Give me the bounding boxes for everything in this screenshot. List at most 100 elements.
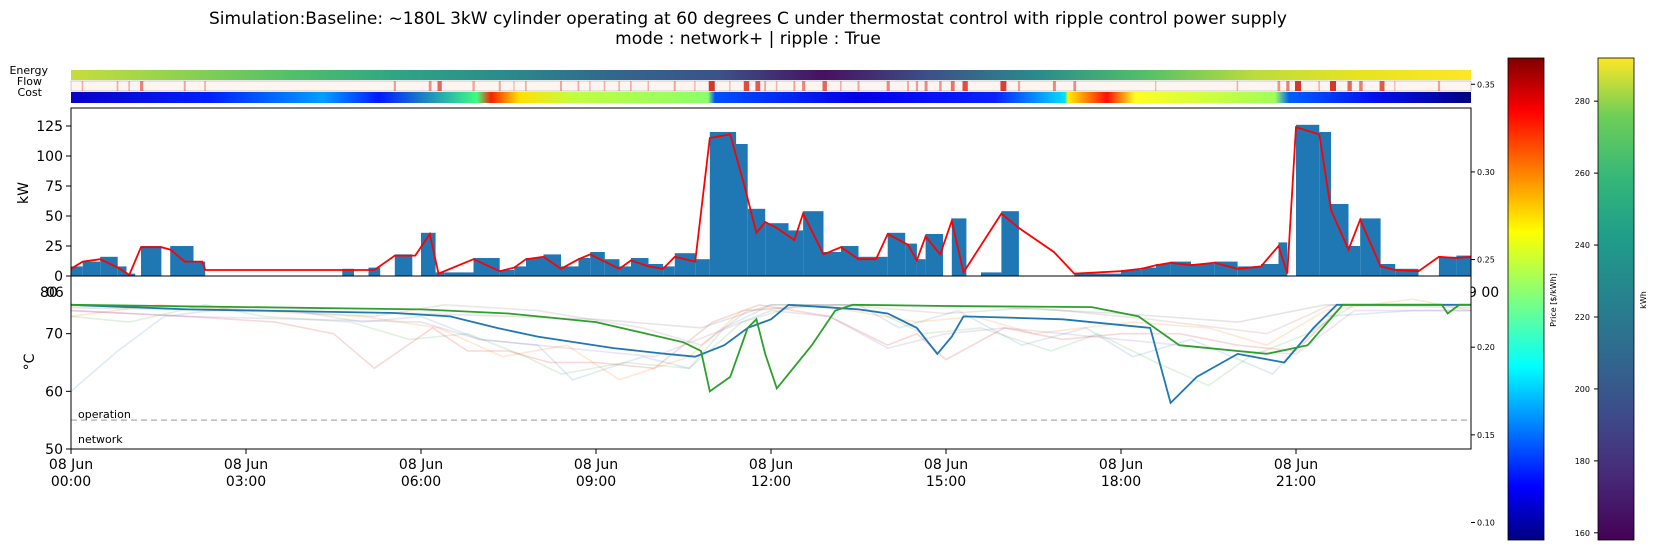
stray-tick-06: 06 bbox=[46, 285, 64, 301]
flow-mark bbox=[618, 81, 620, 91]
temp-axes-bg bbox=[71, 276, 1471, 449]
flow-mark bbox=[907, 81, 909, 91]
x-tick-label: 08 Jun 21:00 bbox=[1274, 457, 1318, 490]
power-ytick-label: 50 bbox=[45, 209, 63, 225]
power-bar bbox=[561, 266, 579, 276]
price-tick-label: 0.20 bbox=[1477, 343, 1495, 352]
flow-mark bbox=[393, 81, 396, 91]
x-tick-label: 08 Jun 00:00 bbox=[49, 457, 93, 490]
flow-mark bbox=[1379, 81, 1385, 91]
power-bar bbox=[1456, 255, 1471, 276]
flow-mark bbox=[743, 81, 750, 91]
energy-cb-tick-label: 240 bbox=[1575, 241, 1590, 250]
power-ytick-label: 25 bbox=[45, 239, 63, 255]
flow-mark bbox=[729, 81, 731, 91]
flow-mark bbox=[962, 81, 968, 91]
flow-mark bbox=[822, 81, 827, 91]
power-bar bbox=[368, 267, 381, 276]
flow-mark bbox=[1000, 81, 1007, 91]
flow-mark bbox=[793, 81, 796, 91]
x-tick-label: 08 Jun 15:00 bbox=[924, 457, 968, 490]
energy-cb-tick-label: 220 bbox=[1575, 313, 1590, 322]
power-bar bbox=[342, 268, 354, 276]
flow-mark bbox=[1286, 81, 1290, 91]
strip-label-energy: Energy bbox=[9, 64, 48, 77]
temperature-line bbox=[70, 303, 1471, 387]
power-line bbox=[70, 126, 1472, 277]
flow-mark bbox=[840, 81, 842, 91]
flow-mark bbox=[1073, 81, 1077, 91]
price-tick-label: 0.35 bbox=[1477, 80, 1495, 89]
power-bar bbox=[747, 208, 766, 276]
power-bar bbox=[444, 272, 474, 276]
power-bar bbox=[590, 252, 605, 276]
chart-title-line1: Simulation:Baseline: ~180L 3kW cylinder … bbox=[209, 9, 1287, 29]
power-bar bbox=[925, 234, 944, 276]
power-bar bbox=[803, 211, 824, 276]
price-colorbar-label: Price [$/kWh] bbox=[1549, 273, 1558, 327]
flow-mark bbox=[708, 81, 715, 91]
power-bar bbox=[526, 258, 544, 276]
flow-mark bbox=[950, 81, 955, 91]
x-tick-label: 08 Jun 12:00 bbox=[749, 457, 793, 490]
flow-mark bbox=[673, 81, 676, 91]
flow-mark bbox=[1318, 81, 1320, 91]
power-bar bbox=[788, 230, 804, 276]
temp-ytick-label: 60 bbox=[45, 384, 63, 400]
flow-mark bbox=[1017, 81, 1021, 91]
flow-mark bbox=[647, 81, 649, 91]
power-bar bbox=[619, 266, 631, 276]
power-bar bbox=[514, 266, 526, 276]
flow-mark bbox=[775, 81, 778, 91]
temp-ytick-label: 70 bbox=[45, 327, 63, 343]
price-tick-label: 0.25 bbox=[1477, 256, 1495, 265]
power-bar bbox=[499, 270, 515, 276]
power-ytick-label: 0 bbox=[54, 269, 63, 285]
flow-mark bbox=[560, 81, 562, 91]
flow-mark bbox=[116, 81, 119, 91]
energy-colorbar-ticks: 280 260 240 220 200 180 160 bbox=[1575, 97, 1598, 538]
energy-cb-tick-label: 280 bbox=[1575, 97, 1590, 106]
power-bar bbox=[709, 132, 737, 276]
flow-mark bbox=[525, 81, 527, 91]
annotation-operation: operation bbox=[78, 408, 131, 421]
flow-mark bbox=[1155, 81, 1157, 91]
flow-mark bbox=[939, 81, 942, 91]
price-tick-label: 0.30 bbox=[1477, 168, 1495, 177]
x-tick-label: 08 Jun 03:00 bbox=[224, 457, 268, 490]
power-bar bbox=[578, 258, 591, 276]
x-tick-label: 08 Jun 09:00 bbox=[574, 457, 618, 490]
flow-mark bbox=[1277, 81, 1281, 91]
flow-mark bbox=[1330, 81, 1336, 91]
energy-colorbar-label: kWh bbox=[1639, 291, 1648, 309]
price-tick-label: 0.10 bbox=[1477, 518, 1495, 527]
flow-strip-marks bbox=[81, 81, 1441, 91]
temperature-line bbox=[70, 298, 1472, 381]
temperature-line bbox=[70, 303, 1471, 405]
power-bar bbox=[663, 266, 675, 276]
power-bar bbox=[1319, 132, 1331, 276]
flow-mark bbox=[513, 81, 515, 91]
temp-yticks: 50 60 70 bbox=[45, 275, 71, 458]
flow-mark bbox=[589, 81, 591, 91]
power-bar bbox=[1237, 266, 1261, 276]
flow-mark bbox=[764, 81, 767, 91]
flow-mark bbox=[437, 81, 442, 91]
annotation-network: network bbox=[78, 433, 123, 446]
flow-mark bbox=[802, 81, 806, 91]
power-bar bbox=[1156, 264, 1171, 276]
x-tick-label: 08 Jun 06:00 bbox=[399, 457, 443, 490]
cost-strip bbox=[71, 92, 1471, 103]
flow-mark bbox=[915, 81, 919, 91]
power-bar bbox=[876, 256, 888, 276]
flow-mark bbox=[886, 81, 890, 91]
energy-strip bbox=[71, 70, 1471, 80]
power-bar bbox=[193, 261, 206, 276]
temp-xticks: 08 Jun 00:00 08 Jun 03:00 08 Jun 06:00 08 Jun 0… bbox=[49, 449, 1318, 490]
power-bar bbox=[1296, 124, 1320, 276]
flow-mark bbox=[128, 81, 130, 91]
stray-tick-80: 80 bbox=[40, 285, 58, 301]
strip-label-flow: Flow bbox=[17, 75, 42, 88]
power-yticks: 0 25 50 75 100 125 bbox=[36, 119, 71, 285]
price-axis-ticks: 0.35 0.30 0.25 0.20 0.15 0.10 bbox=[1471, 80, 1495, 527]
